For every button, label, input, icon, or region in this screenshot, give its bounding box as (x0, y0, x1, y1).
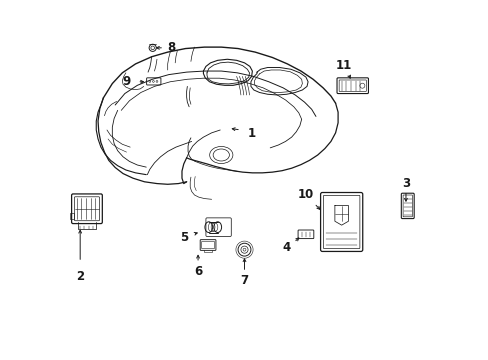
Text: 10: 10 (297, 188, 313, 201)
Text: 6: 6 (194, 265, 202, 278)
Text: 11: 11 (335, 59, 351, 72)
Bar (70, 213, 74, 219)
Text: 1: 1 (247, 127, 255, 140)
Text: 2: 2 (76, 270, 84, 283)
Text: 7: 7 (240, 274, 248, 287)
Text: 3: 3 (401, 177, 409, 190)
Text: 5: 5 (179, 231, 187, 244)
Text: 8: 8 (167, 41, 175, 54)
Text: 9: 9 (122, 75, 130, 88)
Text: 4: 4 (282, 241, 290, 255)
